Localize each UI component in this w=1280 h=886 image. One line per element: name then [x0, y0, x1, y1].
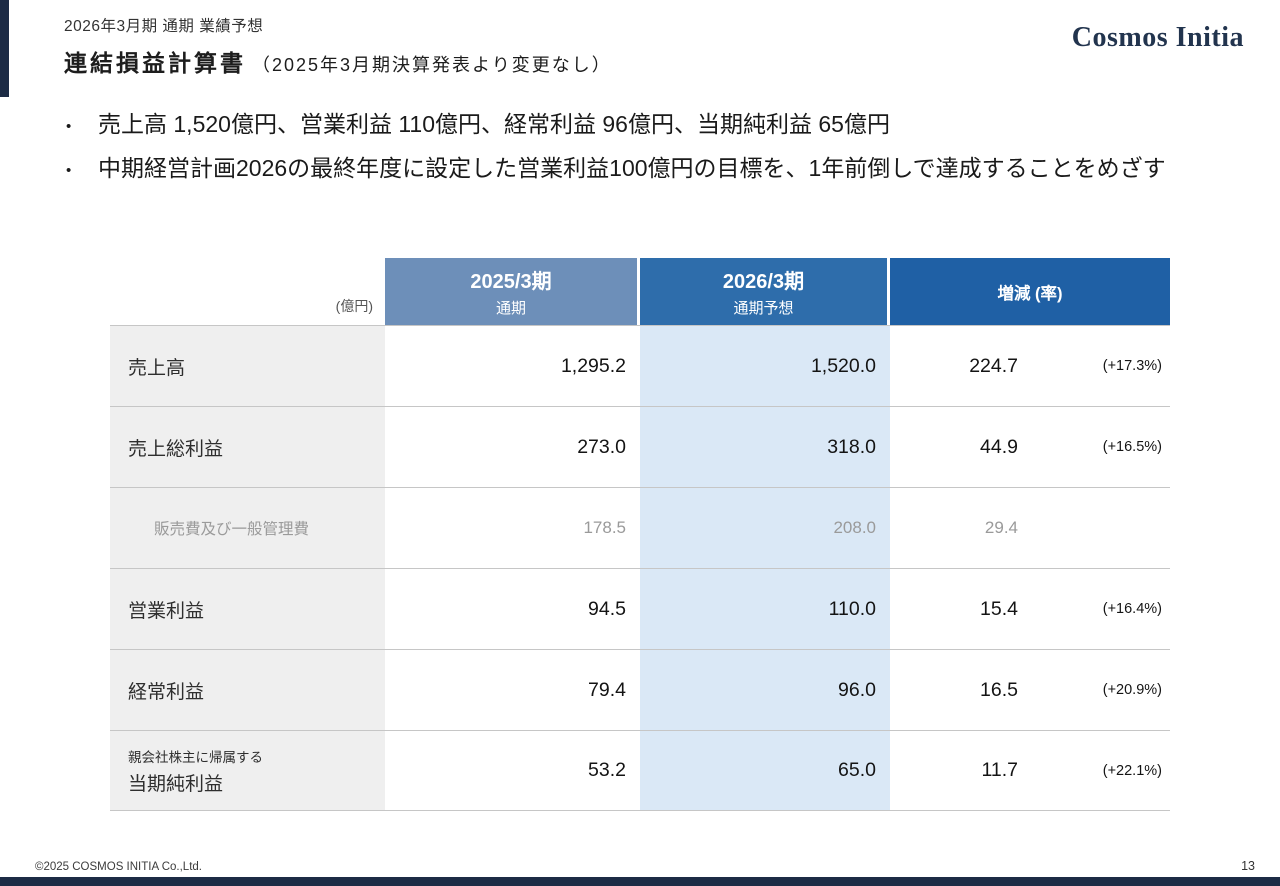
cell-change-rate: (+20.9%) [1102, 682, 1162, 698]
slide-header: 2026年3月期 通期 業績予想 連結損益計算書 （2025年3月期決算発表より… [64, 14, 1244, 78]
row-label-text: 売上高 [128, 357, 186, 379]
column-title: 2025/3期 [470, 271, 552, 293]
cell-fy2025: 79.4 [588, 678, 626, 701]
row-label-note: 親会社株主に帰属する [128, 749, 263, 765]
cell-fy2026: 208.0 [640, 488, 890, 568]
cell-change: 11.7 [981, 759, 1018, 781]
cell-fy2025: 94.5 [588, 597, 626, 620]
cell-change: 224.7 [969, 354, 1018, 377]
cell-change: 15.4 [980, 597, 1018, 620]
row-label: 親会社株主に帰属する 当期純利益 [110, 731, 385, 810]
page-title: 連結損益計算書 [64, 50, 246, 76]
bullet-text: 売上高 1,520億円、営業利益 110億円、経常利益 96億円、当期純利益 6… [98, 111, 890, 137]
table-row-ordinary-profit: 経常利益 79.4 96.0 16.5 (+20.9%) [110, 649, 1170, 730]
column-title: 増減 (率) [997, 284, 1063, 303]
row-label: 売上高 [110, 326, 385, 406]
unit-label: (億円) [110, 258, 385, 325]
summary-bullets: • 売上高 1,520億円、営業利益 110億円、経常利益 96億円、当期純利益… [66, 106, 1216, 194]
row-label: 販売費及び一般管理費 [110, 488, 385, 568]
cell-change: 29.4 [984, 518, 1018, 537]
bottom-accent-bar [0, 877, 1280, 886]
left-accent-bar [0, 0, 9, 97]
page-number: 13 [1241, 859, 1255, 873]
row-label: 経常利益 [110, 650, 385, 730]
footer-copyright: ©2025 COSMOS INITIA Co.,Ltd. [35, 861, 202, 873]
table-row-sga-expenses: 販売費及び一般管理費 178.5 208.0 29.4 [110, 487, 1170, 568]
table-row-net-sales: 売上高 1,295.2 1,520.0 224.7 (+17.3%) [110, 325, 1170, 406]
pl-table: (億円) 2025/3期 通期 2026/3期 通期予想 増減 (率) 売上高 … [110, 258, 1170, 811]
cell-fy2025: 53.2 [588, 759, 626, 781]
unit-label-text: (億円) [335, 298, 373, 314]
column-subtitle: 通期予想 [733, 300, 794, 317]
cell-fy2025: 273.0 [577, 435, 626, 458]
bullet-text: 中期経営計画2026の最終年度に設定した営業利益100億円の目標を、1年前倒しで… [98, 154, 1166, 181]
cell-change-rate: (+16.5%) [1102, 439, 1162, 455]
column-subtitle: 通期 [495, 300, 526, 317]
row-label-text: 売上総利益 [128, 438, 224, 460]
row-label-text: 販売費及び一般管理費 [154, 521, 310, 538]
column-header-fy2025: 2025/3期 通期 [385, 258, 640, 325]
cell-fy2026: 96.0 [640, 650, 890, 730]
bullet-item: • 中期経営計画2026の最終年度に設定した営業利益100億円の目標を、1年前倒… [66, 150, 1216, 187]
cell-fy2026: 1,520.0 [640, 326, 890, 406]
cell-change-rate: (+16.4%) [1102, 601, 1162, 617]
cell-fy2026: 65.0 [640, 731, 890, 810]
cell-fy2025: 178.5 [583, 518, 626, 537]
row-label-text: 営業利益 [128, 600, 205, 622]
page-title-note: （2025年3月期決算発表より変更なし） [252, 55, 612, 75]
cell-change-rate: (+22.1%) [1102, 762, 1162, 779]
row-label-text: 当期純利益 [128, 773, 224, 795]
company-logo: Cosmos Initia [1071, 22, 1244, 53]
cell-fy2026: 318.0 [640, 407, 890, 487]
cell-fy2026: 110.0 [640, 569, 890, 649]
cell-change: 44.9 [980, 435, 1018, 458]
cell-change: 16.5 [980, 678, 1018, 701]
bullet-item: • 売上高 1,520億円、営業利益 110億円、経常利益 96億円、当期純利益… [66, 106, 1216, 143]
table-row-gross-profit: 売上総利益 273.0 318.0 44.9 (+16.5%) [110, 406, 1170, 487]
table-row-net-income: 親会社株主に帰属する 当期純利益 53.2 65.0 11.7 (+22.1%) [110, 730, 1170, 811]
table-row-operating-profit: 営業利益 94.5 110.0 15.4 (+16.4%) [110, 568, 1170, 649]
row-label: 営業利益 [110, 569, 385, 649]
slide-eyebrow: 2026年3月期 通期 業績予想 [64, 18, 264, 35]
column-header-change: 増減 (率) [890, 258, 1170, 325]
bullet-icon: • [66, 161, 72, 179]
bullet-icon: • [66, 118, 72, 135]
row-label: 売上総利益 [110, 407, 385, 487]
cell-fy2025: 1,295.2 [560, 354, 626, 377]
cell-change-rate: (+17.3%) [1102, 358, 1162, 374]
column-header-fy2026: 2026/3期 通期予想 [640, 258, 890, 325]
slide-header-text: 2026年3月期 通期 業績予想 連結損益計算書 （2025年3月期決算発表より… [64, 14, 612, 78]
column-title: 2026/3期 [722, 271, 805, 293]
cell-change-rate [1030, 488, 1170, 568]
slide-title-line: 連結損益計算書 （2025年3月期決算発表より変更なし） [64, 44, 612, 78]
row-label-text: 経常利益 [128, 681, 205, 703]
table-header: (億円) 2025/3期 通期 2026/3期 通期予想 増減 (率) [110, 258, 1170, 325]
